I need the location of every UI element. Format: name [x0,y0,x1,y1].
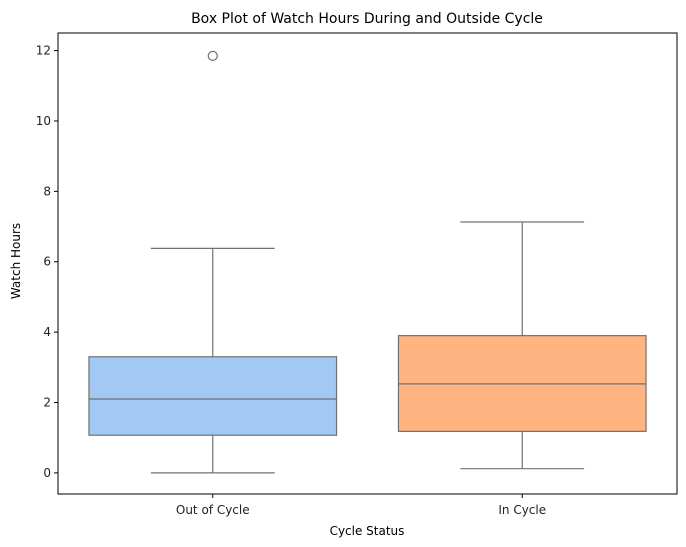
box-in-cycle [397,221,647,470]
y-tick-label: 8 [43,184,51,198]
y-tick-label: 2 [43,396,51,410]
x-axis-label: Cycle Status [330,524,405,538]
x-tick-label: In Cycle [498,503,546,517]
boxes-group [88,50,647,474]
y-tick-label: 10 [36,114,51,128]
y-axis: 0 2 4 6 8 10 12 [36,44,58,480]
box-body [88,356,338,436]
y-axis-label: Watch Hours [9,223,23,299]
y-tick-label: 4 [43,325,51,339]
x-axis: Out of Cycle In Cycle [176,494,546,517]
plot-area-frame [57,32,678,495]
chart-title: Box Plot of Watch Hours During and Outsi… [191,11,543,27]
outlier-point [207,50,218,61]
y-tick-label: 0 [43,466,51,480]
box-out-of-cycle [88,50,338,474]
y-tick-label: 6 [43,255,51,269]
x-tick-label: Out of Cycle [176,503,250,517]
y-tick-label: 12 [36,44,51,58]
